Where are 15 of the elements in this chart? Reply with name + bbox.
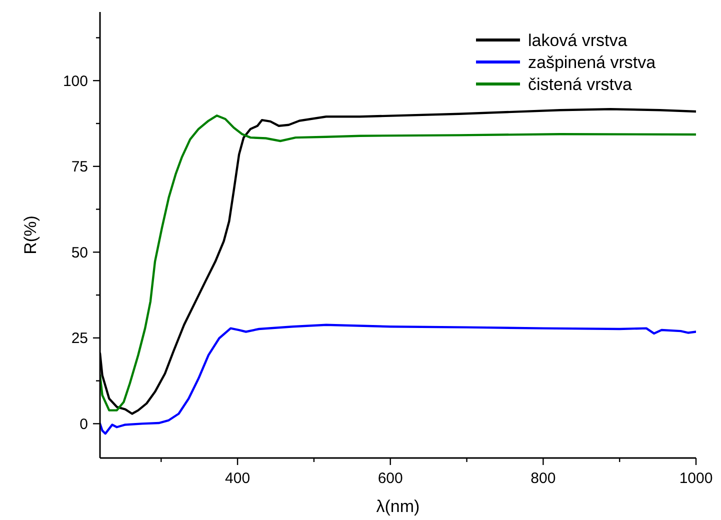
y-tick-label: 75: [71, 158, 88, 176]
legend-label: čistená vrstva: [528, 74, 632, 94]
y-tick-label: 25: [71, 330, 88, 348]
y-axis-title: R(%): [21, 216, 40, 254]
x-tick-label: 600: [378, 470, 403, 487]
x-tick-label: 1000: [679, 470, 713, 487]
y-tick-label: 100: [62, 72, 88, 90]
legend-label: zašpinená vrstva: [528, 52, 656, 72]
y-tick-label: 0: [80, 416, 88, 433]
x-axis-title: λ(nm): [376, 497, 420, 516]
x-tick-label: 800: [530, 470, 556, 487]
x-tick-label: 400: [225, 470, 250, 487]
legend-label: laková vrstva: [528, 30, 628, 50]
y-tick-label: 50: [71, 244, 88, 262]
line-series: [100, 324, 696, 435]
